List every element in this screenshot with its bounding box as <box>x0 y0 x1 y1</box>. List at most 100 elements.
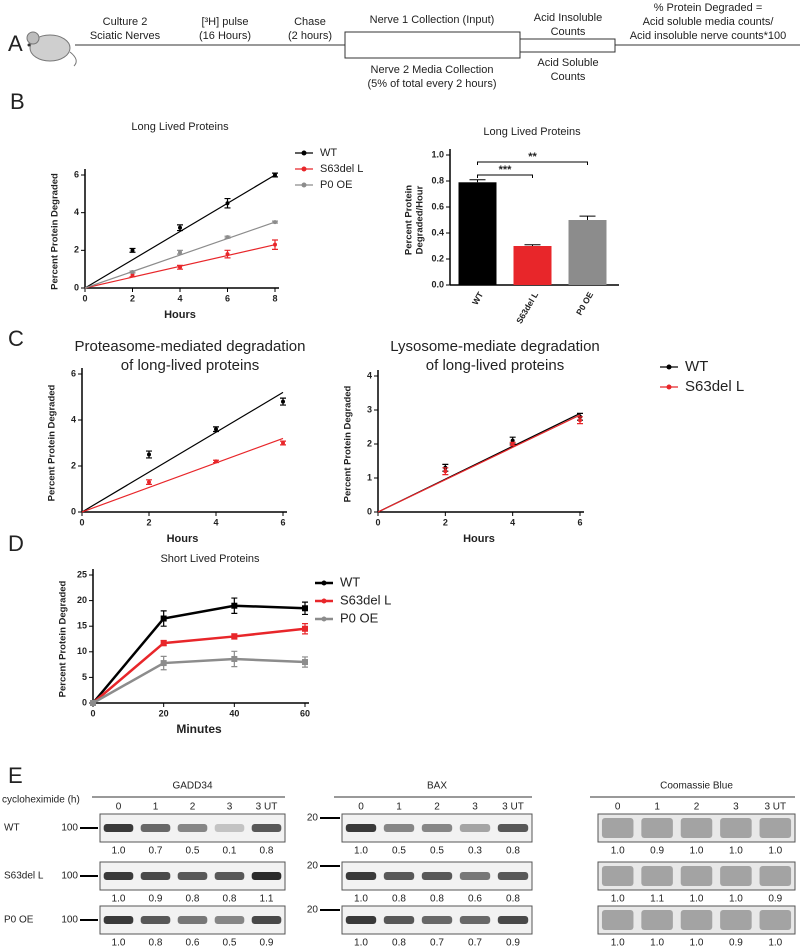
significance-label: *** <box>499 164 513 176</box>
significance-label: ** <box>528 151 537 163</box>
workflow-lines <box>75 31 800 59</box>
band <box>421 916 453 924</box>
x-tick-label: 4 <box>177 293 182 303</box>
marker-label: 100 <box>61 871 78 882</box>
x-tick-label: 6 <box>280 517 285 527</box>
panel-label: C <box>8 326 24 351</box>
quantification-label: 0.8 <box>223 894 237 905</box>
quantification-label: 0.9 <box>506 938 520 949</box>
series-line <box>92 627 306 704</box>
x-tick-label: P0 OE <box>574 290 595 317</box>
band <box>251 872 282 880</box>
row-label: P0 OE <box>4 915 34 926</box>
lane-label: 0 <box>116 802 122 813</box>
quantification-label: 0.6 <box>186 938 200 949</box>
quantification-label: 1.0 <box>611 938 625 949</box>
quantification-label: 0.5 <box>392 846 406 857</box>
panel-label: B <box>10 89 25 114</box>
lane-label: 3 UT <box>502 802 524 813</box>
step-text: Nerve 1 Collection (Input) <box>370 14 495 26</box>
legend-label: S63del L <box>320 163 363 175</box>
lane-label: 0 <box>358 802 364 813</box>
data-point <box>231 633 238 640</box>
legend-marker <box>321 616 327 622</box>
quantification-label: 0.8 <box>260 846 274 857</box>
step-text: Culture 2 <box>103 16 148 28</box>
quantification-label: 0.7 <box>149 846 163 857</box>
step-text: Acid Soluble <box>537 57 598 69</box>
x-axis-label: Hours <box>463 533 495 545</box>
band <box>641 866 673 886</box>
y-tick-label: 4 <box>74 207 79 217</box>
x-tick-label: WT <box>470 289 486 306</box>
band <box>641 818 673 838</box>
lane-label: 1 <box>654 802 660 813</box>
band <box>759 910 792 930</box>
data-point <box>231 655 238 662</box>
chart-title: of long-lived proteins <box>121 357 259 374</box>
data-point <box>130 269 135 274</box>
data-point <box>302 605 308 612</box>
quantification-label: 1.0 <box>729 894 743 905</box>
quantification-label: 1.0 <box>611 894 625 905</box>
legend-label: P0 OE <box>320 179 352 191</box>
legend-label: WT <box>320 147 337 159</box>
marker-label: 100 <box>61 823 78 834</box>
x-tick-label: 0 <box>82 293 87 303</box>
bar <box>568 220 607 285</box>
chart-title: Proteasome-mediated degradation <box>75 338 306 355</box>
quantification-label: 1.0 <box>768 938 782 949</box>
quantification-label: 0.8 <box>149 938 163 949</box>
x-tick-label: 40 <box>229 708 239 718</box>
band <box>103 824 134 832</box>
step-text: % Protein Degraded = <box>654 2 763 14</box>
lane-label: 2 <box>434 802 440 813</box>
data-point <box>130 272 135 277</box>
x-tick-label: 0 <box>375 517 380 527</box>
quantification-label: 1.0 <box>112 846 126 857</box>
quantification-label: 0.8 <box>392 894 406 905</box>
panel-label: E <box>8 763 23 788</box>
chart-title: Short Lived Proteins <box>160 553 260 565</box>
legend-marker <box>666 384 672 390</box>
quantification-label: 1.0 <box>354 846 368 857</box>
x-axis-label: Hours <box>164 309 196 321</box>
quantification-label: 1.0 <box>611 846 625 857</box>
step-text: Acid Insoluble <box>534 12 603 24</box>
band <box>497 916 529 924</box>
y-tick-label: 0 <box>367 506 372 516</box>
band <box>383 916 415 924</box>
data-point <box>178 265 182 270</box>
legend-label: P0 OE <box>340 610 379 625</box>
step-text: (16 Hours) <box>199 30 251 42</box>
data-point <box>510 442 515 446</box>
band <box>214 824 245 832</box>
quantification-label: 0.5 <box>186 846 200 857</box>
x-tick-label: 60 <box>300 708 310 718</box>
y-axis-label: Degraded/Hour <box>415 185 426 254</box>
data-point <box>578 418 582 423</box>
band <box>177 872 208 880</box>
data-point <box>214 427 218 432</box>
significance-bracket <box>477 174 533 178</box>
y-tick-label: 2 <box>71 460 76 470</box>
lane-label: 3 UT <box>764 802 786 813</box>
band <box>214 916 245 924</box>
quantification-label: 0.7 <box>468 938 482 949</box>
data-point <box>214 459 218 464</box>
lane-label: 3 <box>472 802 478 813</box>
quantification-label: 1.0 <box>690 846 704 857</box>
data-point <box>225 252 230 257</box>
y-axis-label: Percent Protein Degraded <box>50 173 61 290</box>
fit-line <box>377 414 581 513</box>
data-point <box>443 469 448 474</box>
band <box>601 818 634 838</box>
legend-label: WT <box>685 358 708 375</box>
legend-marker <box>321 598 327 604</box>
quantification-label: 1.0 <box>112 894 126 905</box>
band <box>497 824 529 832</box>
y-tick-label: 0.2 <box>431 253 444 263</box>
band <box>680 910 713 930</box>
lane-label: 2 <box>694 802 700 813</box>
band <box>759 818 792 838</box>
